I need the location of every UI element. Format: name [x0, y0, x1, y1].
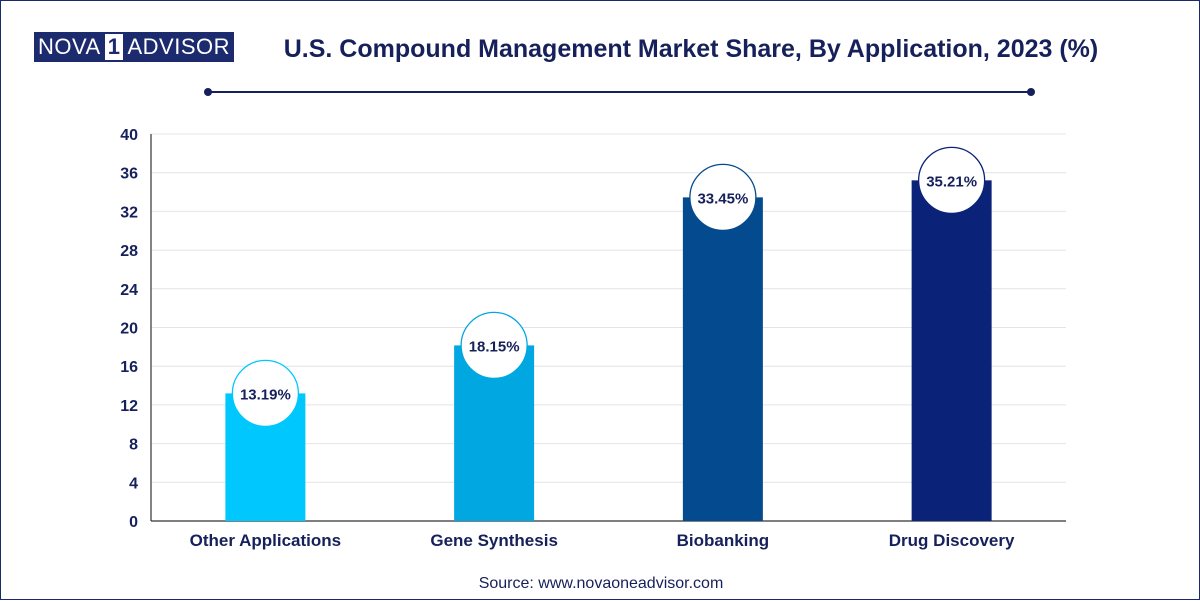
x-tick-label: Gene Synthesis: [430, 531, 558, 550]
x-tick-label: Biobanking: [677, 531, 770, 550]
logo-nova: NOVA: [38, 34, 101, 59]
data-label: 18.15%: [469, 338, 520, 355]
y-tick-label: 12: [120, 398, 138, 415]
logo-advisor: ADVISOR: [127, 34, 230, 59]
data-label-bubble: [460, 311, 528, 380]
title-divider: [204, 88, 1035, 96]
source-note: Source: www.novaoneadvisor.com: [478, 575, 724, 592]
x-tick-label: Other Applications: [190, 531, 341, 550]
y-tick-label: 24: [120, 282, 138, 299]
bar: [911, 180, 992, 521]
y-tick-label: 20: [120, 321, 138, 338]
data-label: 35.21%: [926, 173, 977, 190]
y-tick-label: 4: [129, 475, 138, 492]
x-tick-label: Drug Discovery: [889, 531, 1015, 550]
y-tick-label: 28: [120, 243, 138, 260]
y-tick-label: 8: [129, 437, 138, 454]
y-tick-label: 32: [120, 204, 138, 221]
data-label: 13.19%: [240, 386, 291, 403]
y-tick-label: 36: [120, 166, 138, 183]
data-label-bubble: [689, 163, 757, 232]
logo-one: 1: [102, 32, 126, 62]
data-label-bubble: [231, 359, 300, 428]
chart-title: U.S. Compound Management Market Share, B…: [283, 35, 1099, 63]
data-label: 33.45%: [697, 190, 748, 207]
novaoneadvisor-logo: NOVA 1 ADVISOR: [34, 32, 234, 62]
y-tick-label: 0: [129, 514, 138, 531]
y-tick-label: 16: [120, 359, 138, 376]
data-label-bubble: [917, 146, 986, 214]
bar: [682, 197, 763, 521]
y-tick-label: 40: [120, 127, 138, 144]
